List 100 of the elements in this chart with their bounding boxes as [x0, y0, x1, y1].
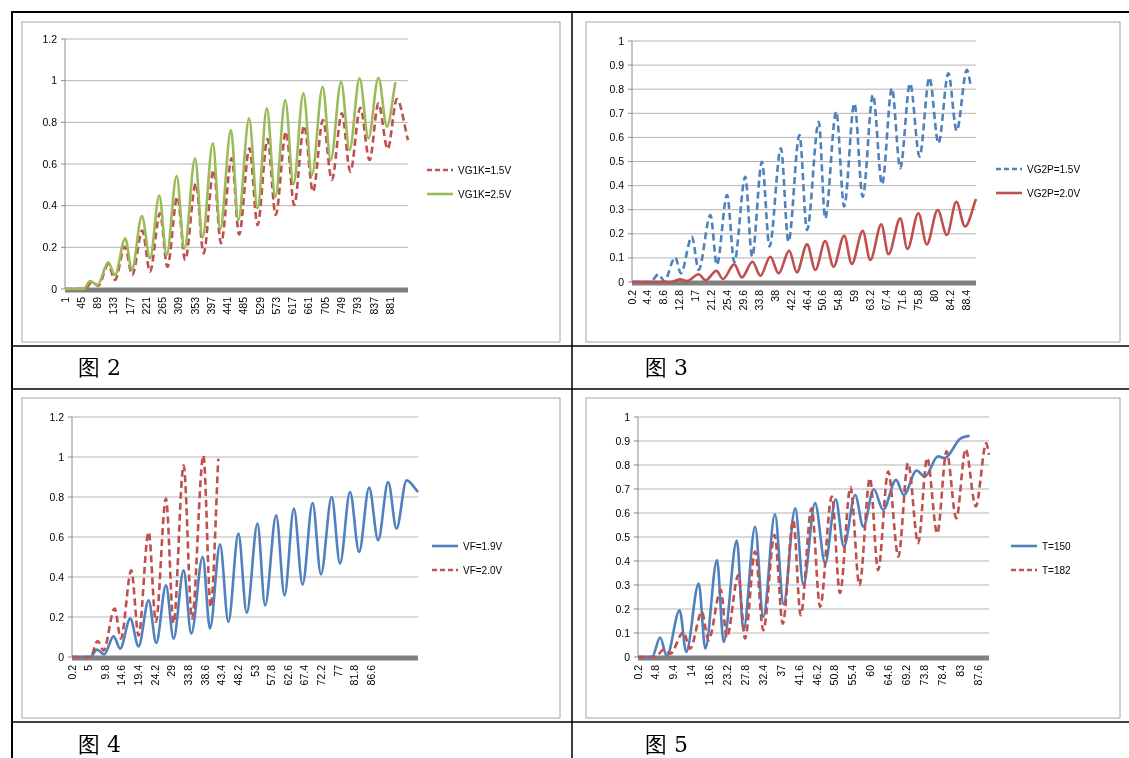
x-tick-label: 38.6 — [198, 664, 211, 686]
x-tick-label: 72.2 — [315, 664, 328, 686]
x-tick-label: 63.2 — [864, 289, 877, 311]
x-tick-label: 64.6 — [882, 664, 895, 686]
x-tick-label: 25.4 — [720, 289, 733, 311]
x-tick-label: 60 — [864, 664, 877, 677]
x-tick-label: 88.4 — [959, 289, 972, 311]
x-tick-label: 749 — [334, 296, 347, 315]
y-tick-label: 0.4 — [609, 179, 625, 192]
x-tick-label: 86.6 — [365, 664, 378, 686]
x-tick-label: 87.6 — [971, 664, 984, 686]
x-tick-label: 21.2 — [705, 289, 718, 311]
y-tick-label: 0 — [618, 275, 625, 288]
x-tick-label: 83 — [953, 664, 966, 677]
y-tick-label: 1 — [58, 450, 65, 463]
y-tick-label: 1.2 — [42, 32, 58, 45]
x-tick-label: 397 — [204, 296, 217, 315]
y-tick-label: 1 — [624, 410, 631, 423]
x-tick-label: 84.2 — [943, 289, 956, 311]
x-tick-label: 5 — [82, 664, 95, 671]
x-tick-label: 661 — [302, 296, 315, 315]
x-tick-label: 33.8 — [752, 289, 765, 311]
y-tick-label: 0.8 — [615, 458, 631, 471]
x-tick-label: 529 — [253, 296, 266, 315]
y-tick-label: 0.2 — [609, 227, 625, 240]
x-tick-label: 50.6 — [816, 289, 829, 311]
x-tick-label: 12.8 — [673, 289, 686, 311]
x-tick-label: 4.8 — [649, 664, 662, 680]
y-tick-label: 0.8 — [42, 115, 58, 128]
x-tick-label: 353 — [188, 296, 201, 315]
x-tick-label: 41.6 — [792, 664, 805, 686]
y-tick-label: 0.2 — [42, 240, 58, 253]
x-tick-label: 837 — [367, 296, 380, 315]
x-tick-label: 75.8 — [911, 289, 924, 311]
x-tick-label: 67.4 — [298, 664, 311, 686]
x-tick-label: 265 — [156, 296, 169, 315]
x-tick-label: 14 — [685, 664, 698, 677]
x-tick-label: 78.4 — [935, 664, 948, 686]
x-tick-label: 80 — [927, 289, 940, 302]
x-tick-label: 32.4 — [756, 664, 769, 686]
x-tick-label: 57.8 — [265, 664, 278, 686]
x-tick-label: 27.8 — [738, 664, 751, 686]
y-tick-label: 0.9 — [609, 58, 625, 71]
x-tick-label: 50.8 — [828, 664, 841, 686]
legend-label: VG2P=1.5V — [1027, 163, 1081, 175]
x-tick-label: 14.6 — [115, 664, 128, 686]
y-tick-label: 0 — [58, 650, 65, 663]
x-tick-label: 19.4 — [132, 664, 145, 686]
x-tick-label: 573 — [269, 296, 282, 315]
x-tick-label: 24.2 — [148, 664, 161, 686]
x-tick-label: 9.4 — [667, 664, 680, 680]
x-tick-label: 4.4 — [641, 289, 654, 305]
caption: 图 3 — [645, 355, 688, 380]
x-tick-label: 485 — [237, 296, 250, 315]
x-tick-label: 46.2 — [810, 664, 823, 686]
y-tick-label: 1.2 — [49, 410, 65, 423]
x-tick-label: 441 — [221, 296, 234, 315]
y-tick-label: 0.6 — [42, 157, 58, 170]
caption: 图 4 — [78, 732, 121, 757]
y-tick-label: 0.4 — [42, 199, 58, 212]
line-series — [70, 454, 220, 659]
x-tick-label: 9.8 — [98, 664, 111, 680]
x-tick-label: 23.2 — [721, 664, 733, 686]
x-tick-label: 59 — [848, 289, 861, 302]
y-tick-label: 0.1 — [609, 251, 625, 264]
y-tick-label: 0 — [624, 650, 631, 663]
x-tick-label: 54.8 — [832, 289, 845, 311]
caption: 图 5 — [645, 732, 688, 757]
y-tick-label: 0.3 — [609, 203, 625, 216]
y-tick-label: 0.3 — [615, 578, 631, 591]
y-tick-label: 0.1 — [615, 626, 631, 639]
y-tick-label: 0.8 — [609, 82, 625, 95]
y-tick-label: 0.5 — [609, 155, 625, 167]
x-tick-label: 62.6 — [281, 664, 294, 686]
y-tick-label: 0.4 — [49, 570, 65, 583]
x-tick-label: 309 — [172, 296, 185, 315]
x-tick-label: 55.4 — [846, 664, 859, 686]
x-tick-label: 48.2 — [231, 664, 244, 686]
x-tick-label: 705 — [318, 296, 331, 315]
x-tick-label: 221 — [139, 296, 152, 315]
x-tick-label: 617 — [286, 296, 299, 315]
x-tick-label: 17 — [689, 289, 702, 302]
x-tick-label: 43.4 — [215, 664, 228, 686]
x-tick-label: 133 — [107, 296, 120, 315]
x-tick-label: 71.6 — [896, 289, 908, 311]
x-tick-label: 29 — [165, 664, 178, 677]
x-tick-label: 46.4 — [800, 289, 813, 311]
legend-label: VG2P=2.0V — [1027, 187, 1081, 199]
x-tick-label: 38 — [768, 289, 781, 302]
legend-label: T=182 — [1042, 564, 1072, 576]
y-tick-label: 0.9 — [615, 434, 631, 447]
y-tick-label: 0.6 — [49, 530, 65, 543]
x-tick-label: 33.8 — [181, 664, 194, 686]
legend-label: T=150 — [1042, 540, 1072, 552]
y-tick-label: 0.4 — [615, 554, 631, 567]
y-tick-label: 1 — [618, 34, 625, 47]
x-tick-label: 8.6 — [657, 289, 670, 305]
y-tick-label: 0.7 — [609, 106, 625, 119]
x-tick-label: 29.6 — [736, 289, 749, 311]
x-tick-label: 793 — [351, 296, 364, 315]
